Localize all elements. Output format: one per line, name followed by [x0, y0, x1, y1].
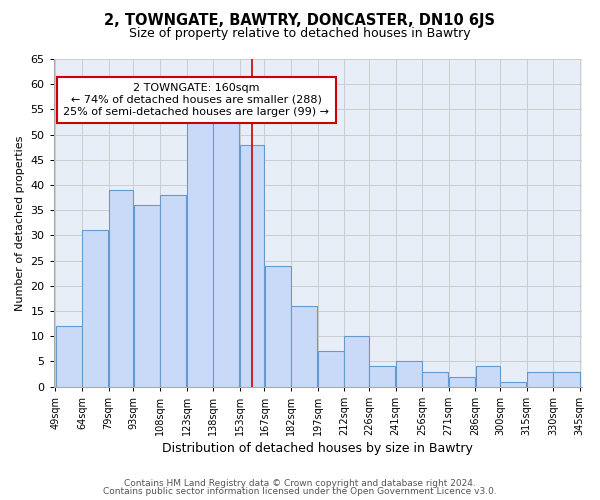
Y-axis label: Number of detached properties: Number of detached properties [15, 135, 25, 310]
Bar [265, 266, 291, 386]
Bar [527, 372, 553, 386]
Bar [82, 230, 109, 386]
Text: Contains HM Land Registry data © Crown copyright and database right 2024.: Contains HM Land Registry data © Crown c… [124, 478, 476, 488]
Bar [214, 114, 239, 386]
Bar [109, 190, 133, 386]
Bar [476, 366, 500, 386]
Bar [449, 376, 475, 386]
Bar [134, 205, 160, 386]
Bar [318, 352, 344, 386]
Bar [56, 326, 82, 386]
Text: Size of property relative to detached houses in Bawtry: Size of property relative to detached ho… [129, 28, 471, 40]
Bar [553, 372, 580, 386]
Text: Contains public sector information licensed under the Open Government Licence v3: Contains public sector information licen… [103, 487, 497, 496]
Bar [396, 362, 422, 386]
Bar [160, 195, 186, 386]
X-axis label: Distribution of detached houses by size in Bawtry: Distribution of detached houses by size … [162, 442, 473, 455]
Bar [344, 336, 369, 386]
Bar [369, 366, 395, 386]
Text: 2 TOWNGATE: 160sqm
← 74% of detached houses are smaller (288)
25% of semi-detach: 2 TOWNGATE: 160sqm ← 74% of detached hou… [63, 84, 329, 116]
Bar [240, 144, 264, 386]
Bar [500, 382, 526, 386]
Bar [187, 120, 213, 386]
Text: 2, TOWNGATE, BAWTRY, DONCASTER, DN10 6JS: 2, TOWNGATE, BAWTRY, DONCASTER, DN10 6JS [104, 12, 496, 28]
Bar [292, 306, 317, 386]
Bar [422, 372, 448, 386]
